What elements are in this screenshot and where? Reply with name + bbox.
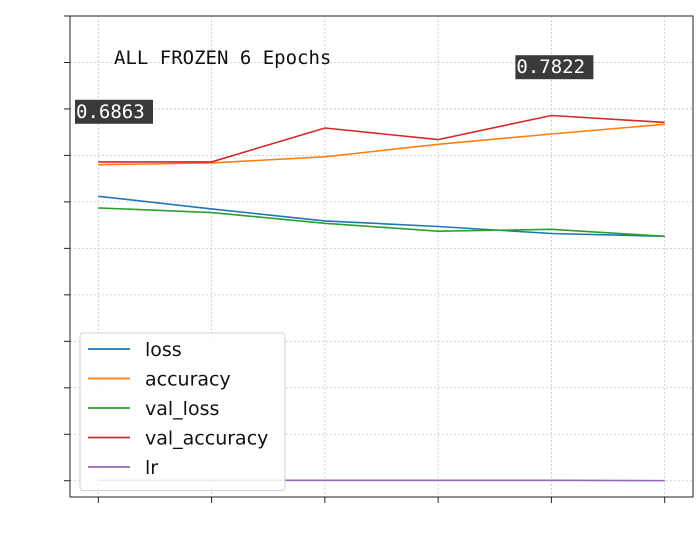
annotation-box <box>515 55 594 80</box>
legend-label: loss <box>145 339 182 361</box>
legend-label: val_accuracy <box>145 428 268 450</box>
series-line-val-loss <box>98 207 665 238</box>
annotation-label: 0.6863 <box>76 101 145 123</box>
legend-label: val_loss <box>145 398 219 420</box>
series-line-loss <box>98 195 665 238</box>
legend-label: lr <box>145 457 158 479</box>
legend-label: accuracy <box>145 369 231 391</box>
annotation-box <box>75 99 153 124</box>
chart-title: ALL FROZEN 6 Epochs <box>114 47 331 69</box>
plot-frame <box>69 15 694 498</box>
annotation-label: 0.7822 <box>516 56 585 78</box>
series-line-val-accuracy <box>98 114 665 163</box>
series-line-accuracy <box>98 123 665 166</box>
annotations: 0.6863 0.7822 <box>75 55 594 124</box>
axis-ticks <box>64 15 666 503</box>
legend-box <box>79 332 286 491</box>
